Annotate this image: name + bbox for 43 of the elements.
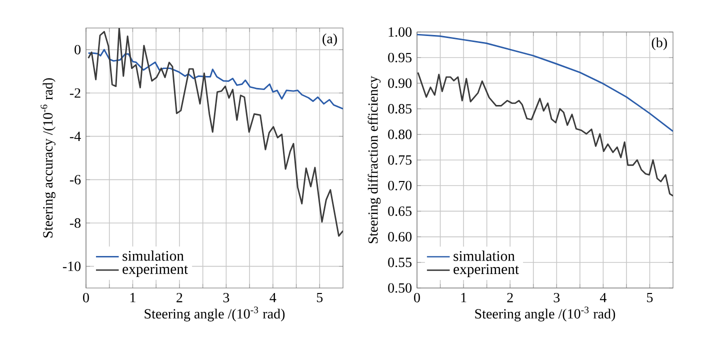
x-axis-title: Steering angle /(10$^{-3}$ rad): [475, 306, 616, 322]
y-tick-label: -4: [70, 132, 81, 141]
x-tick-label: 5: [316, 292, 323, 302]
y-axis-title: Steering diffraction efficiency: [368, 76, 381, 244]
y-tick-label: -6: [70, 174, 81, 184]
x-tick-label: 1: [130, 292, 136, 302]
legend-label: experiment: [454, 264, 519, 278]
y-tick-label: -10: [62, 262, 81, 272]
x-tick-label: 2: [176, 292, 182, 302]
x-tick-label: 0: [414, 292, 420, 302]
y-tick-label: 0.80: [388, 130, 412, 140]
x-tick-label: 0: [83, 292, 89, 302]
annotation: (a): [322, 34, 337, 46]
line-series: [417, 72, 674, 197]
legend-label: simulation: [122, 250, 184, 261]
x-tick-label: 2: [507, 292, 513, 302]
line-series: [88, 28, 343, 237]
y-tick-label: 0.60: [388, 232, 412, 242]
y-axis-title: Steering accuracy /(10$^{-6}$ rad): [40, 78, 56, 238]
y-tick-label: 0: [74, 44, 81, 54]
y-tick-label: -2: [70, 88, 80, 98]
y-tick-label: 0.95: [388, 52, 412, 62]
y-tick-label: 0.50: [388, 283, 412, 293]
y-tick-label: 1.00: [388, 27, 412, 37]
y-tick-label: 0.85: [388, 104, 412, 114]
x-tick-label: 1: [461, 292, 466, 302]
x-tick-label: 3: [554, 292, 560, 302]
line-series: [417, 34, 674, 132]
legend-label: experiment: [122, 264, 188, 277]
y-tick-label: 0.90: [388, 78, 412, 88]
y-tick-label: 0.75: [388, 155, 412, 165]
legend-label: simulation: [454, 250, 515, 261]
y-tick-label: 0.70: [388, 180, 412, 190]
x-axis-title: Steering angle /(10$^{-3}$ rad): [144, 306, 285, 322]
y-tick-label: 0.65: [388, 206, 412, 216]
y-tick-label: 0.55: [388, 258, 412, 268]
x-tick-label: 4: [600, 292, 606, 302]
annotation: (b): [652, 37, 667, 50]
x-tick-label: 4: [270, 292, 276, 302]
x-tick-label: 5: [647, 292, 653, 302]
x-tick-label: 3: [223, 292, 230, 302]
line-series: [88, 48, 343, 110]
y-tick-label: -8: [70, 218, 81, 228]
